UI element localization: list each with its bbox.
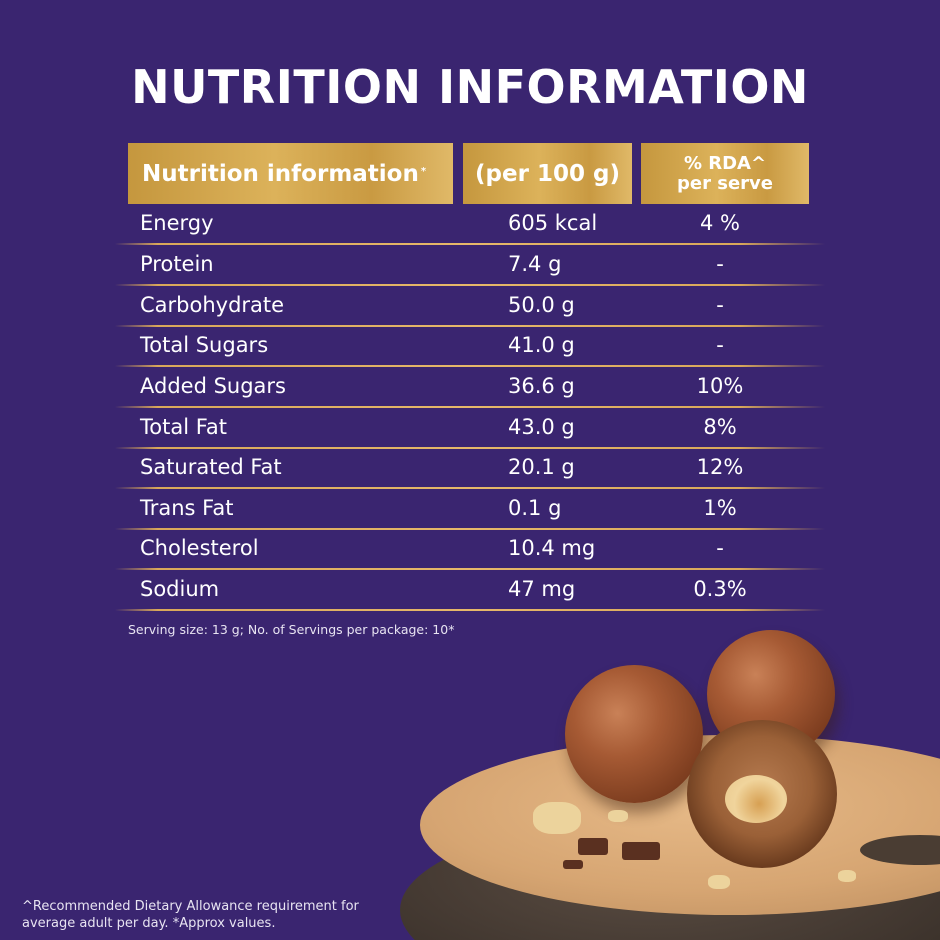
nutrient-value: 36.6 g — [508, 374, 575, 398]
nutrient-rda: 10% — [696, 374, 744, 398]
nutrient-rda: - — [716, 293, 724, 317]
header-nutrient: Nutrition information * — [128, 143, 453, 204]
table-row: Carbohydrate 50.0 g - — [115, 287, 825, 327]
nutrient-value: 43.0 g — [508, 415, 575, 439]
row-divider — [115, 406, 825, 408]
hazelnut-crumb — [708, 875, 730, 889]
header-rda-line1: % RDA^ — [683, 152, 767, 174]
row-divider — [115, 447, 825, 449]
serving-size-note: Serving size: 13 g; No. of Servings per … — [128, 622, 455, 637]
hazelnut-crumb — [838, 870, 856, 882]
nutrient-rda: 12% — [696, 455, 744, 479]
nutrient-rda: - — [716, 333, 724, 357]
nutrient-value: 41.0 g — [508, 333, 575, 357]
table-row: Trans Fat 0.1 g 1% — [115, 490, 825, 530]
nutrient-value: 47 mg — [508, 577, 576, 601]
header-rda: % RDA^ per serve — [641, 143, 809, 204]
row-divider — [115, 325, 825, 327]
row-divider — [115, 487, 825, 489]
nutrient-rda: 0.3% — [693, 577, 747, 601]
nutrient-rda: 8% — [703, 415, 737, 439]
nutrient-rda: 1% — [703, 496, 737, 520]
nutrient-name: Saturated Fat — [140, 455, 282, 479]
nutrient-name: Total Sugars — [140, 333, 269, 357]
nutrient-value: 10.4 mg — [508, 536, 596, 560]
nutrient-name: Protein — [140, 252, 214, 276]
page-title: NUTRITION INFORMATION — [131, 60, 809, 114]
table-row: Protein 7.4 g - — [115, 246, 825, 286]
nutrient-rda: 4 % — [700, 211, 740, 235]
nutrient-name: Energy — [140, 211, 214, 235]
table-row: Added Sugars 36.6 g 10% — [115, 368, 825, 408]
chocolate-chunk — [578, 838, 608, 855]
nutrient-name: Total Fat — [140, 415, 227, 439]
row-divider — [115, 609, 825, 611]
row-divider — [115, 528, 825, 530]
approx-mark: * — [420, 166, 427, 177]
nutrient-rda: - — [716, 252, 724, 276]
header-per-100g: (per 100 g) — [463, 143, 632, 204]
row-divider — [115, 243, 825, 245]
header-nutrient-label: Nutrition information — [142, 160, 419, 187]
table-row: Sodium 47 mg 0.3% — [115, 571, 825, 611]
chocolate-product-image — [390, 620, 940, 940]
nutrient-value: 50.0 g — [508, 293, 575, 317]
nutrient-rda: - — [716, 536, 724, 560]
nutrient-value: 7.4 g — [508, 252, 562, 276]
rda-footnote: ^Recommended Dietary Allowance requireme… — [22, 899, 359, 931]
chocolate-ball-left — [565, 665, 703, 803]
hazelnut-crumb — [608, 810, 628, 822]
nutrient-name: Trans Fat — [140, 496, 234, 520]
table-row: Total Fat 43.0 g 8% — [115, 409, 825, 449]
nutrient-value: 0.1 g — [508, 496, 562, 520]
hazelnut-piece — [533, 802, 581, 834]
nutrient-name: Added Sugars — [140, 374, 286, 398]
row-divider — [115, 365, 825, 367]
nutrient-name: Cholesterol — [140, 536, 259, 560]
nutrient-value: 20.1 g — [508, 455, 575, 479]
nutrient-name: Sodium — [140, 577, 220, 601]
table-row: Saturated Fat 20.1 g 12% — [115, 449, 825, 489]
chocolate-chunk — [563, 860, 583, 869]
table-row: Total Sugars 41.0 g - — [115, 327, 825, 367]
table-row: Energy 605 kcal 4 % — [115, 205, 825, 245]
header-rda-line2: per serve — [677, 172, 773, 194]
table-row: Cholesterol 10.4 mg - — [115, 530, 825, 570]
nutrient-value: 605 kcal — [508, 211, 598, 235]
hazelnut-center — [725, 775, 787, 823]
row-divider — [115, 284, 825, 286]
row-divider — [115, 568, 825, 570]
nutrient-name: Carbohydrate — [140, 293, 285, 317]
chocolate-chunk — [622, 842, 660, 860]
